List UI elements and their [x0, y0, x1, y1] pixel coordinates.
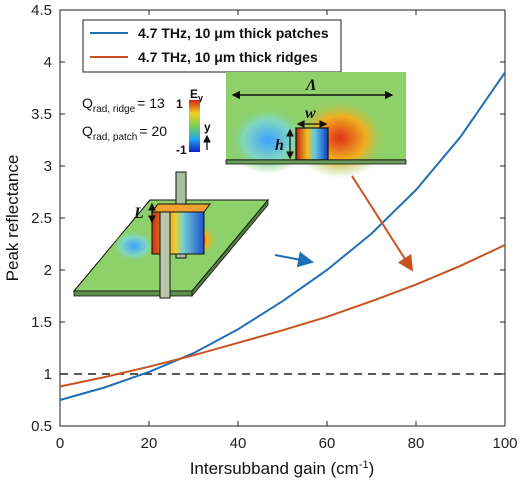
y-tick-label: 3 [44, 158, 52, 175]
q-ridge-annotation: Qrad, ridge = 13 [82, 95, 165, 115]
length-label: L [133, 205, 144, 222]
y-axis-ticks: 0.5 1 1.5 2 2.5 3 3.5 4 4.5 [31, 2, 505, 435]
period-label: Λ [305, 77, 317, 94]
patch-pointer-arrow [274, 251, 314, 268]
series-line-ridges [59, 244, 506, 388]
legend: 4.7 THz, 10 μm thick patches 4.7 THz, 10… [82, 19, 342, 73]
x-tick-label: 80 [408, 435, 425, 452]
colorbar-gradient [189, 100, 200, 152]
x-axis-ticks: 0 20 40 60 80 100 [56, 10, 518, 452]
x-tick-label: 60 [319, 435, 336, 452]
y-tick-label: 2.5 [31, 210, 52, 227]
patch-ground-edge [73, 290, 193, 297]
y-tick-label: 1.5 [31, 314, 52, 331]
y-tick-label: 1 [44, 366, 52, 383]
x-tick-label: 100 [492, 435, 517, 452]
series-line-patches [59, 71, 506, 401]
legend-label-patches: 4.7 THz, 10 μm thick patches [138, 25, 329, 41]
y-axis-label: Peak reflectance [3, 155, 22, 282]
width-label: w [305, 105, 316, 122]
colorbar-min-label: -1 [176, 143, 187, 157]
x-tick-label: 0 [56, 435, 64, 452]
inset-ridge-cross-section: Λ w h [225, 72, 407, 178]
legend-box [82, 19, 342, 73]
inset-ridge-block [295, 127, 329, 161]
ridge-pointer-arrow [351, 175, 414, 272]
series-group [59, 71, 506, 401]
y-tick-label: 4 [44, 54, 52, 71]
y-tick-label: 4.5 [31, 2, 52, 19]
colorbar-title: Ey [190, 87, 203, 103]
q-patch-annotation: Qrad, patch = 20 [82, 123, 167, 143]
inset-substrate [225, 159, 407, 165]
x-axis-label: Intersubband gain (cm-1) [190, 459, 375, 478]
x-tick-label: 40 [230, 435, 247, 452]
y-tick-label: 2 [44, 262, 52, 279]
patch-block-top [151, 203, 211, 213]
colorbar-axis-y-label: y [204, 120, 211, 134]
colorbar: Ey 1 -1 y [176, 87, 211, 157]
patch-wall-front [159, 211, 171, 299]
height-label: h [275, 137, 284, 154]
patch-ground-side [191, 198, 269, 298]
legend-label-ridges: 4.7 THz, 10 μm thick ridges [138, 49, 318, 65]
x-tick-label: 20 [141, 435, 158, 452]
colorbar-max-label: 1 [176, 97, 183, 111]
patch-field-blue [112, 230, 156, 262]
y-tick-label: 0.5 [31, 418, 52, 435]
inset-patch-3d: L [72, 171, 270, 299]
y-tick-label: 3.5 [31, 106, 52, 123]
